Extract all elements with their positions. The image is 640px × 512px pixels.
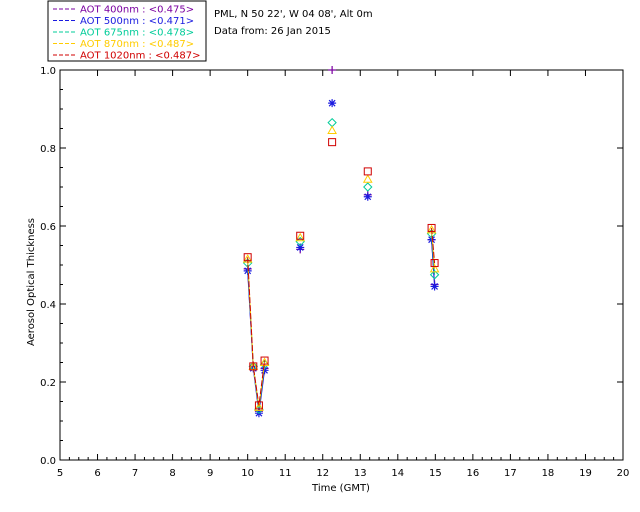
data-point (327, 125, 337, 134)
y-tick-label: 0.8 (40, 144, 56, 155)
legend-entry: AOT 1020nm : <0.487> (80, 51, 200, 62)
x-tick-label: 10 (241, 468, 254, 479)
data-point (430, 259, 439, 268)
data-point (430, 282, 439, 291)
series-line (247, 239, 436, 412)
data-point (363, 192, 372, 201)
series-3 (242, 125, 440, 411)
x-tick-label: 16 (466, 468, 479, 479)
x-tick-label: 12 (316, 468, 329, 479)
data-point (427, 223, 436, 232)
series-layer (242, 66, 440, 418)
data-point (243, 253, 252, 262)
y-tick-label: 0.0 (40, 456, 56, 467)
data-point (260, 356, 269, 365)
x-tick-label: 7 (132, 468, 138, 479)
y-tick-label: 0.2 (40, 378, 56, 389)
plot-frame (59, 69, 624, 461)
legend-entry: AOT 870nm : <0.487> (80, 39, 194, 50)
x-tick-label: 20 (617, 468, 630, 479)
data-point (429, 263, 440, 273)
site-info-line2: Data from: 26 Jan 2015 (214, 26, 331, 37)
y-tick-label: 0.4 (40, 300, 56, 311)
series-0 (243, 66, 439, 416)
series-line (247, 229, 436, 408)
x-tick-label: 17 (504, 468, 517, 479)
site-info: PML, N 50 22', W 04 08', Alt 0m Data fro… (214, 9, 373, 37)
x-tick-label: 11 (279, 468, 292, 479)
x-tick-label: 14 (391, 468, 404, 479)
data-point (363, 167, 372, 176)
series-1 (243, 99, 439, 418)
series-4 (243, 138, 439, 410)
legend-entry: AOT 675nm : <0.478> (80, 28, 194, 39)
y-tick-label: 1.0 (40, 66, 56, 77)
legend: AOT 400nm : <0.475>AOT 500nm : <0.471>AO… (47, 0, 207, 62)
data-point (429, 270, 440, 280)
series-line (247, 233, 436, 410)
data-point (249, 362, 258, 371)
x-tick-label: 19 (579, 468, 592, 479)
series-line (247, 227, 436, 406)
data-point (254, 401, 263, 410)
y-axis-label: Aerosol Optical Thickness (26, 218, 37, 346)
series-line (247, 239, 436, 414)
series-2 (242, 117, 440, 415)
data-point (328, 66, 337, 74)
x-tick-label: 8 (169, 468, 175, 479)
data-point (362, 174, 373, 183)
x-axis: 5 6 7 8 9 10 11 12 13 14 15 16 17 18 19 20 (57, 70, 630, 479)
x-axis-label: Time (GMT) (311, 483, 370, 494)
x-tick-label: 18 (542, 468, 555, 479)
data-point (328, 138, 337, 147)
data-point (296, 243, 305, 252)
x-tick-label: 9 (207, 468, 213, 479)
data-point (296, 231, 305, 240)
legend-entry: AOT 400nm : <0.475> (80, 5, 194, 16)
data-point (260, 366, 269, 375)
x-tick-label: 13 (354, 468, 367, 479)
x-tick-label: 6 (94, 468, 100, 479)
data-point (254, 402, 264, 411)
data-point (259, 357, 270, 366)
data-point (295, 232, 306, 242)
y-axis: 0.0 0.2 0.4 0.6 0.8 1.0 (40, 66, 623, 467)
legend-box (47, 0, 207, 62)
data-point (363, 182, 373, 192)
y-tick-label: 0.6 (40, 222, 56, 233)
x-tick-label: 15 (429, 468, 442, 479)
legend-entry: AOT 500nm : <0.471> (80, 16, 194, 27)
x-tick-label: 5 (57, 468, 63, 479)
data-point (328, 99, 337, 108)
site-info-line1: PML, N 50 22', W 04 08', Alt 0m (214, 9, 373, 20)
